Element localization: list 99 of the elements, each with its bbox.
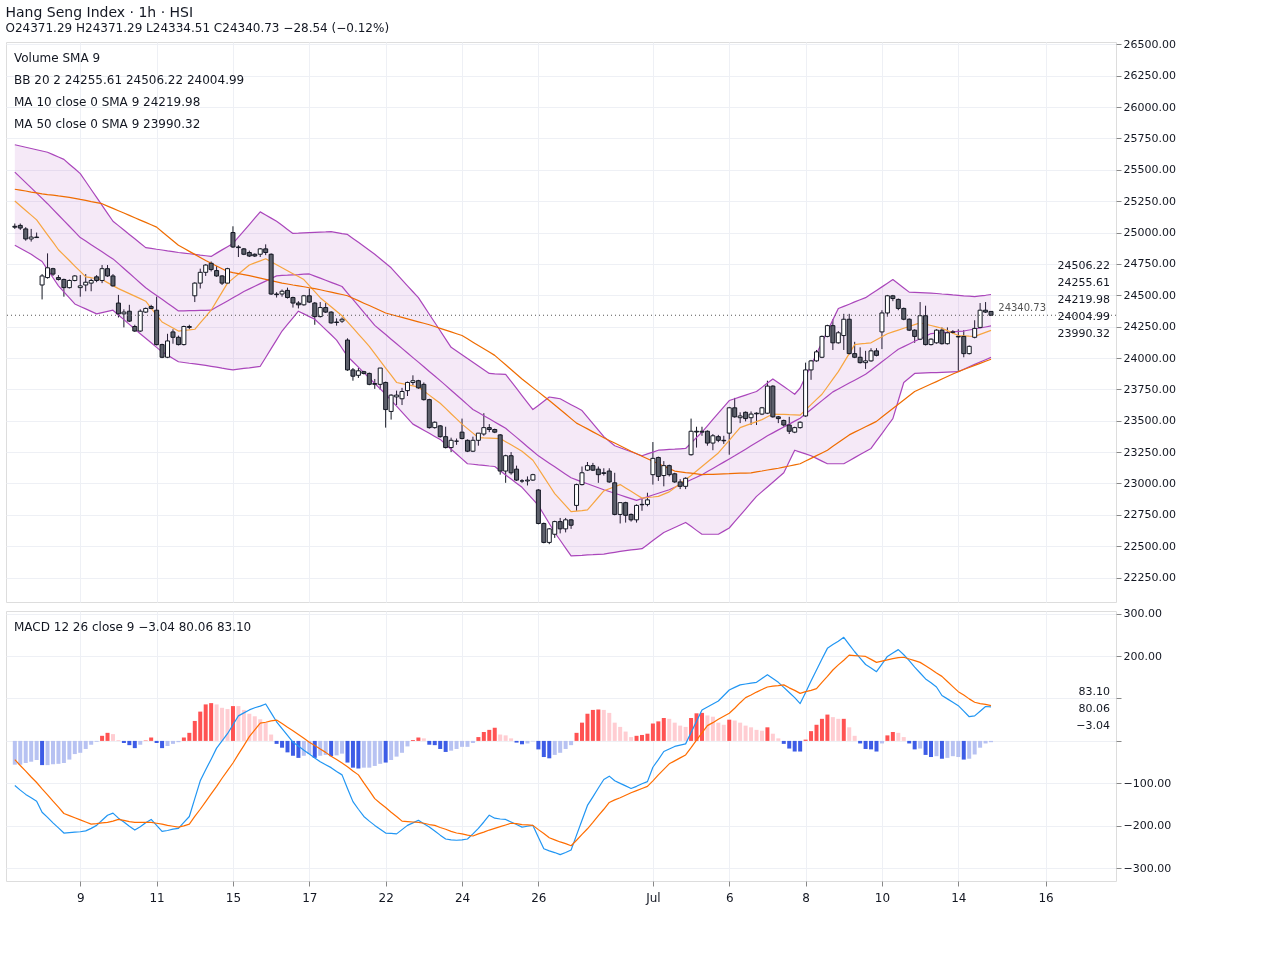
y-tick-label: 25750.00	[1123, 131, 1176, 145]
bar	[492, 727, 497, 741]
annotation: 24255.61	[1057, 276, 1110, 289]
bar	[945, 740, 950, 758]
bar	[421, 738, 426, 741]
y-tick-label: −300.00	[1123, 861, 1172, 875]
y-tick-label: 26250.00	[1123, 69, 1176, 83]
y-tick-label: 23000.00	[1123, 476, 1176, 490]
bar	[476, 737, 481, 741]
y-tick-label: 23500.00	[1123, 414, 1176, 428]
bar	[329, 740, 334, 757]
bar	[138, 740, 143, 745]
annotation: 80.06	[1078, 702, 1110, 715]
annotation: Volume SMA 9	[14, 51, 101, 65]
line-series	[14, 144, 992, 457]
x-tick-label: 16	[1038, 890, 1054, 905]
x-tick-label: 26	[531, 890, 547, 905]
bar	[967, 740, 972, 759]
bar	[389, 740, 394, 761]
bar	[759, 730, 764, 741]
bar	[667, 718, 672, 741]
bar	[705, 715, 710, 741]
y-tick-label: 22250.00	[1123, 571, 1176, 585]
bar	[896, 732, 901, 741]
bar	[918, 740, 923, 749]
y-tick-label: 24000.00	[1123, 351, 1176, 365]
annotation: MACD 12 26 close 9 −3.04 80.06 83.10	[14, 620, 252, 634]
y-tick-label: 22500.00	[1123, 539, 1176, 553]
bar	[901, 737, 906, 741]
y-tick-label: −200.00	[1123, 819, 1172, 833]
x-tick-label: 14	[951, 890, 967, 905]
y-tick-label: 25250.00	[1123, 194, 1176, 208]
bar	[443, 740, 448, 752]
bar	[536, 740, 541, 750]
bar	[841, 718, 846, 741]
bar	[934, 740, 939, 757]
bar	[470, 740, 475, 744]
bar	[699, 712, 704, 741]
x-tick-label: Jul	[645, 890, 661, 905]
annotation: −3.04	[1076, 719, 1110, 732]
y-tick-label: 22750.00	[1123, 508, 1176, 522]
bar	[890, 731, 895, 741]
y-tick-label: 24500.00	[1123, 288, 1176, 302]
ref-line-label: 24340.73	[998, 302, 1046, 314]
bar	[383, 740, 388, 763]
annotation: 24004.99	[1057, 310, 1110, 323]
bar	[100, 735, 105, 741]
annotation: 23990.32	[1057, 327, 1110, 340]
bar	[661, 717, 666, 741]
x-tick-label: 15	[225, 890, 242, 905]
y-tick-label: 26500.00	[1123, 37, 1176, 51]
x-tick-label: 8	[802, 890, 810, 905]
y-tick-label: 300.00	[1123, 607, 1162, 621]
bar	[939, 740, 944, 759]
annotation: 83.10	[1078, 685, 1110, 698]
x-tick-label: 10	[874, 890, 891, 905]
bar	[449, 740, 454, 751]
y-tick-label: 23750.00	[1123, 382, 1176, 396]
y-tick-label: −100.00	[1123, 776, 1172, 790]
y-tick-label: 200.00	[1123, 649, 1162, 663]
annotation: 24219.98	[1057, 293, 1110, 306]
bar	[683, 726, 688, 741]
line-series	[14, 244, 992, 557]
bar	[727, 719, 732, 741]
x-tick-label: 24	[454, 890, 471, 905]
chart-subtitle: O24371.29 H24371.29 L24334.51 C24340.73 −28.54 (−0.12%)	[5, 21, 390, 36]
bar	[912, 740, 917, 750]
bar	[225, 709, 230, 741]
x-tick-label: 11	[149, 890, 165, 905]
annotation: 24506.22	[1057, 259, 1110, 272]
bar	[498, 734, 503, 741]
bar	[345, 740, 350, 763]
bar	[961, 740, 966, 760]
x-tick-label: 17	[302, 890, 318, 905]
annotation: MA 10 close 0 SMA 9 24219.98	[14, 95, 201, 109]
x-tick-label: 6	[725, 890, 734, 905]
bar	[765, 727, 770, 741]
bar	[230, 706, 235, 741]
annotation: BB 20 2 24255.61 24506.22 24004.99	[14, 73, 245, 87]
x-tick-label: 22	[378, 890, 394, 905]
y-tick-label: 26000.00	[1123, 100, 1176, 114]
bar	[132, 740, 137, 749]
bar	[236, 706, 241, 741]
y-tick-label: 25000.00	[1123, 226, 1176, 240]
x-tick-label: 9	[76, 890, 85, 905]
bar	[721, 724, 726, 741]
chart-title: Hang Seng Index · 1h · HSI	[5, 4, 194, 21]
y-tick-label: 23250.00	[1123, 445, 1176, 459]
y-tick-label: 24750.00	[1123, 257, 1176, 271]
bar	[34, 740, 39, 761]
annotation: MA 50 close 0 SMA 9 23990.32	[14, 117, 201, 131]
bar	[885, 735, 890, 741]
y-tick-label: 24250.00	[1123, 320, 1176, 334]
bar	[40, 740, 45, 766]
bar	[852, 735, 857, 741]
bar	[427, 740, 432, 745]
bar	[847, 727, 852, 741]
y-tick-label: 25500.00	[1123, 163, 1176, 177]
bar	[105, 732, 110, 741]
